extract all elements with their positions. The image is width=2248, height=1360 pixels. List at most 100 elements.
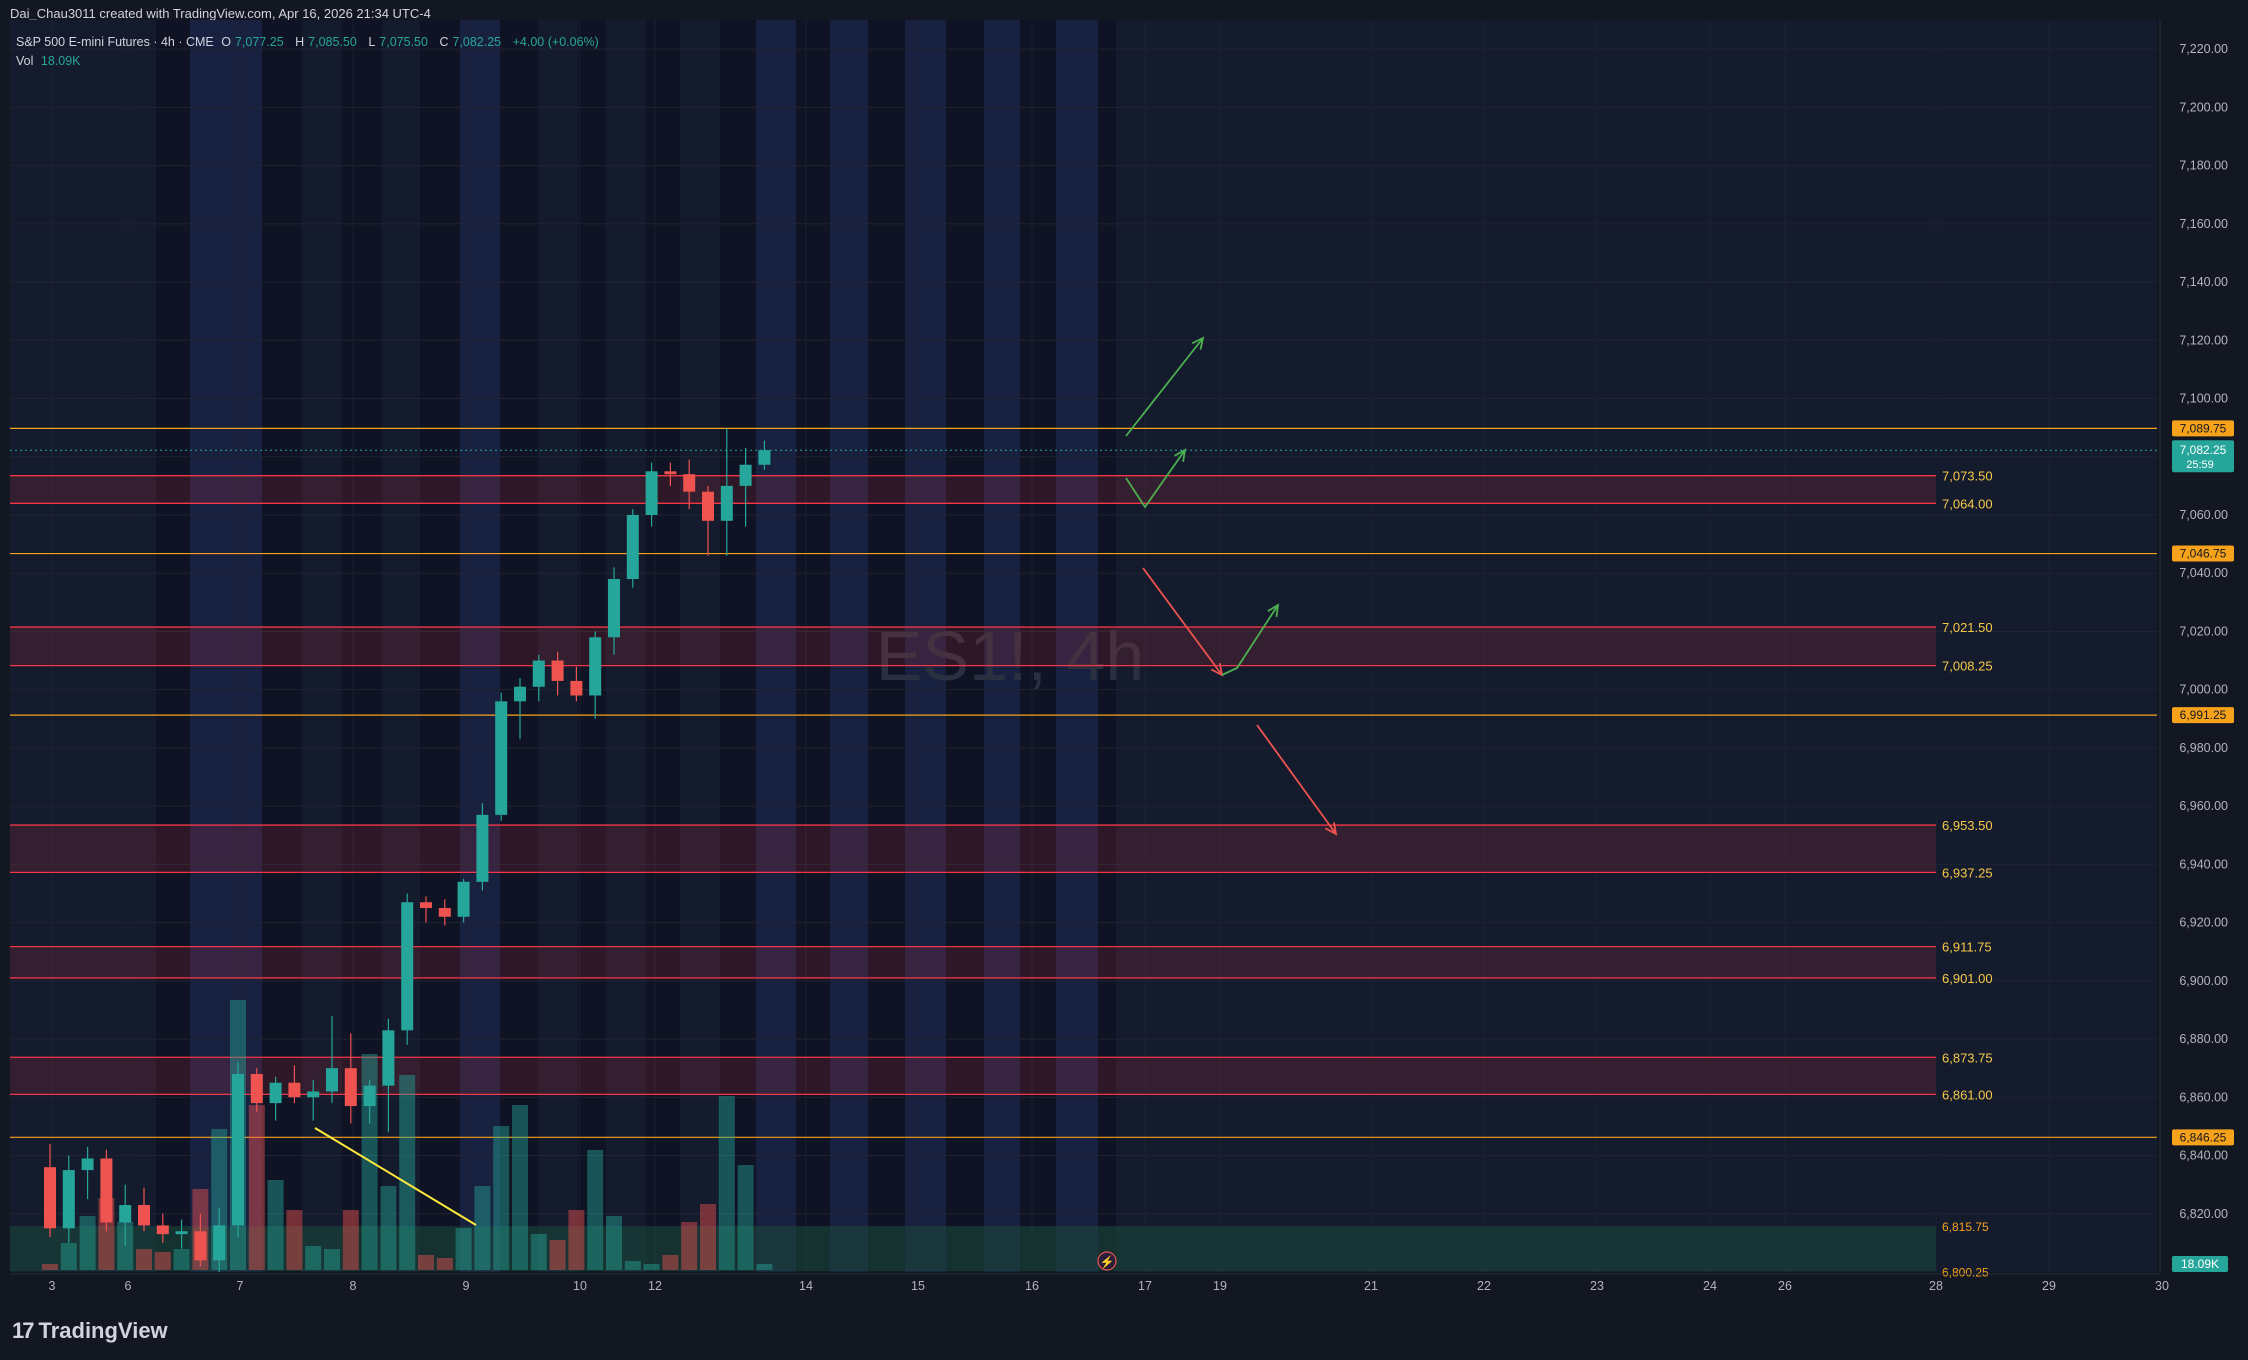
change-value: +4.00 (+0.06%) bbox=[512, 35, 599, 49]
session-stripe bbox=[796, 20, 830, 1272]
level-price-badge bbox=[2172, 420, 2234, 437]
level-price-text: 6,991.25 bbox=[2180, 708, 2227, 722]
tradingview-brand[interactable]: 17 TradingView bbox=[12, 1318, 168, 1344]
trend-line bbox=[314, 1127, 477, 1226]
volume-bar bbox=[530, 1234, 547, 1270]
level-price-text: 6,846.25 bbox=[2180, 1130, 2227, 1144]
bullish-arrow bbox=[1125, 337, 1204, 437]
level-price-badge bbox=[2172, 707, 2234, 724]
volume-bar bbox=[342, 1210, 359, 1270]
candle-body bbox=[288, 1082, 301, 1098]
time-tick: 10 bbox=[573, 1279, 587, 1293]
demand-top-label: 6,815.75 bbox=[1942, 1220, 1989, 1234]
lightning-glyph: ⚡ bbox=[1100, 1255, 1115, 1269]
volume-value: 18.09K bbox=[40, 54, 81, 68]
volume-bar bbox=[587, 1150, 604, 1270]
countdown-text: 25:59 bbox=[2186, 459, 2214, 471]
session-band bbox=[905, 20, 946, 1272]
current-price-badge bbox=[2172, 440, 2234, 473]
volume-bar bbox=[700, 1204, 716, 1270]
bullish-arrow bbox=[1221, 604, 1279, 676]
time-tick: 3 bbox=[49, 1279, 56, 1293]
volume-badge bbox=[2172, 1256, 2228, 1272]
tradingview-logo-icon: 17 bbox=[12, 1318, 35, 1343]
price-axis bbox=[2160, 20, 2245, 1272]
volume-bar bbox=[624, 1261, 641, 1270]
session-stripe bbox=[500, 20, 538, 1272]
volume-bar bbox=[493, 1126, 510, 1270]
volume-bar bbox=[718, 1096, 735, 1270]
time-tick: 21 bbox=[1364, 1279, 1378, 1293]
zone-top-label: 7,073.50 bbox=[1942, 469, 1993, 484]
bullish-arrow-head bbox=[1267, 603, 1280, 618]
time-tick: 12 bbox=[648, 1279, 662, 1293]
volume-bar bbox=[756, 1264, 773, 1270]
level-price-text: 7,089.75 bbox=[2180, 421, 2227, 435]
brand-name: TradingView bbox=[38, 1318, 168, 1343]
volume-bar bbox=[549, 1240, 566, 1270]
candle-body bbox=[307, 1091, 320, 1098]
volume-bar bbox=[286, 1210, 303, 1270]
volume-bar bbox=[418, 1255, 434, 1270]
price-tick: 6,980.00 bbox=[2179, 741, 2228, 755]
price-tick: 7,100.00 bbox=[2179, 392, 2228, 406]
session-band bbox=[830, 20, 868, 1272]
candle-body bbox=[739, 464, 752, 486]
zone-top-label: 6,873.75 bbox=[1942, 1050, 1993, 1065]
bearish-arrow-head bbox=[1325, 822, 1338, 836]
bearish-arrow bbox=[1256, 724, 1337, 835]
zone-bottom-label: 7,064.00 bbox=[1942, 496, 1993, 511]
session-stripe bbox=[720, 20, 756, 1272]
resistance-zone bbox=[10, 475, 1936, 504]
time-tick: 17 bbox=[1138, 1279, 1152, 1293]
zone-bottom-label: 6,901.00 bbox=[1942, 971, 1993, 986]
candle-body bbox=[326, 1068, 338, 1092]
price-tick: 6,880.00 bbox=[2179, 1032, 2228, 1046]
candle-body bbox=[213, 1225, 226, 1261]
level-price-badge bbox=[2172, 545, 2234, 562]
volume-bar bbox=[154, 1252, 171, 1270]
open-value: 7,077.25 bbox=[234, 35, 284, 49]
volume-bar bbox=[248, 1105, 265, 1270]
volume-bar bbox=[380, 1186, 397, 1270]
price-tick: 6,820.00 bbox=[2179, 1207, 2228, 1221]
volume-badge-text: 18.09K bbox=[2181, 1257, 2219, 1271]
session-band bbox=[984, 20, 1020, 1272]
price-chart[interactable]: ES1!, 4h 7,073.50 7,064.00 7,021.50 7,008.25… bbox=[0, 0, 2248, 1302]
time-tick: 29 bbox=[2042, 1279, 2056, 1293]
candle-body bbox=[175, 1231, 188, 1235]
volume-bar bbox=[606, 1216, 622, 1270]
volume-bar bbox=[455, 1228, 472, 1270]
candle-body bbox=[514, 686, 526, 702]
current-price-text: 7,082.25 bbox=[2180, 443, 2227, 457]
candle-body bbox=[589, 637, 602, 696]
price-tick: 7,160.00 bbox=[2179, 217, 2228, 231]
candle-body bbox=[363, 1085, 376, 1107]
symbol-title[interactable]: S&P 500 E-mini Futures · 4h · CME bbox=[16, 35, 214, 49]
demand-bottom-label: 6,800.25 bbox=[1942, 1265, 1989, 1279]
candle-body bbox=[758, 450, 771, 465]
bullish-arrow bbox=[1125, 449, 1186, 509]
candle-body bbox=[62, 1170, 75, 1229]
time-tick: 6 bbox=[125, 1279, 132, 1293]
candle-body bbox=[44, 1167, 56, 1229]
session-stripe bbox=[868, 20, 905, 1272]
volume-bar bbox=[436, 1258, 453, 1270]
candle-body bbox=[100, 1158, 113, 1223]
session-band bbox=[190, 20, 262, 1272]
price-tick: 7,040.00 bbox=[2179, 566, 2228, 580]
session-stripe bbox=[420, 20, 460, 1272]
candle-body bbox=[344, 1068, 357, 1107]
close-value: 7,082.25 bbox=[452, 35, 502, 49]
price-tick: 7,060.00 bbox=[2179, 508, 2228, 522]
volume-label[interactable]: Vol bbox=[16, 54, 34, 68]
candle-body bbox=[138, 1205, 150, 1226]
volume-bar bbox=[324, 1249, 340, 1270]
candle-body bbox=[232, 1074, 244, 1226]
resistance-zone bbox=[10, 825, 1936, 873]
ohlc-row: S&P 500 E-mini Futures · 4h · CME O 7,077… bbox=[16, 35, 599, 49]
volume-bar bbox=[42, 1264, 58, 1270]
time-tick: 23 bbox=[1590, 1279, 1604, 1293]
volume-bar bbox=[399, 1075, 416, 1270]
candle-body bbox=[420, 902, 432, 909]
